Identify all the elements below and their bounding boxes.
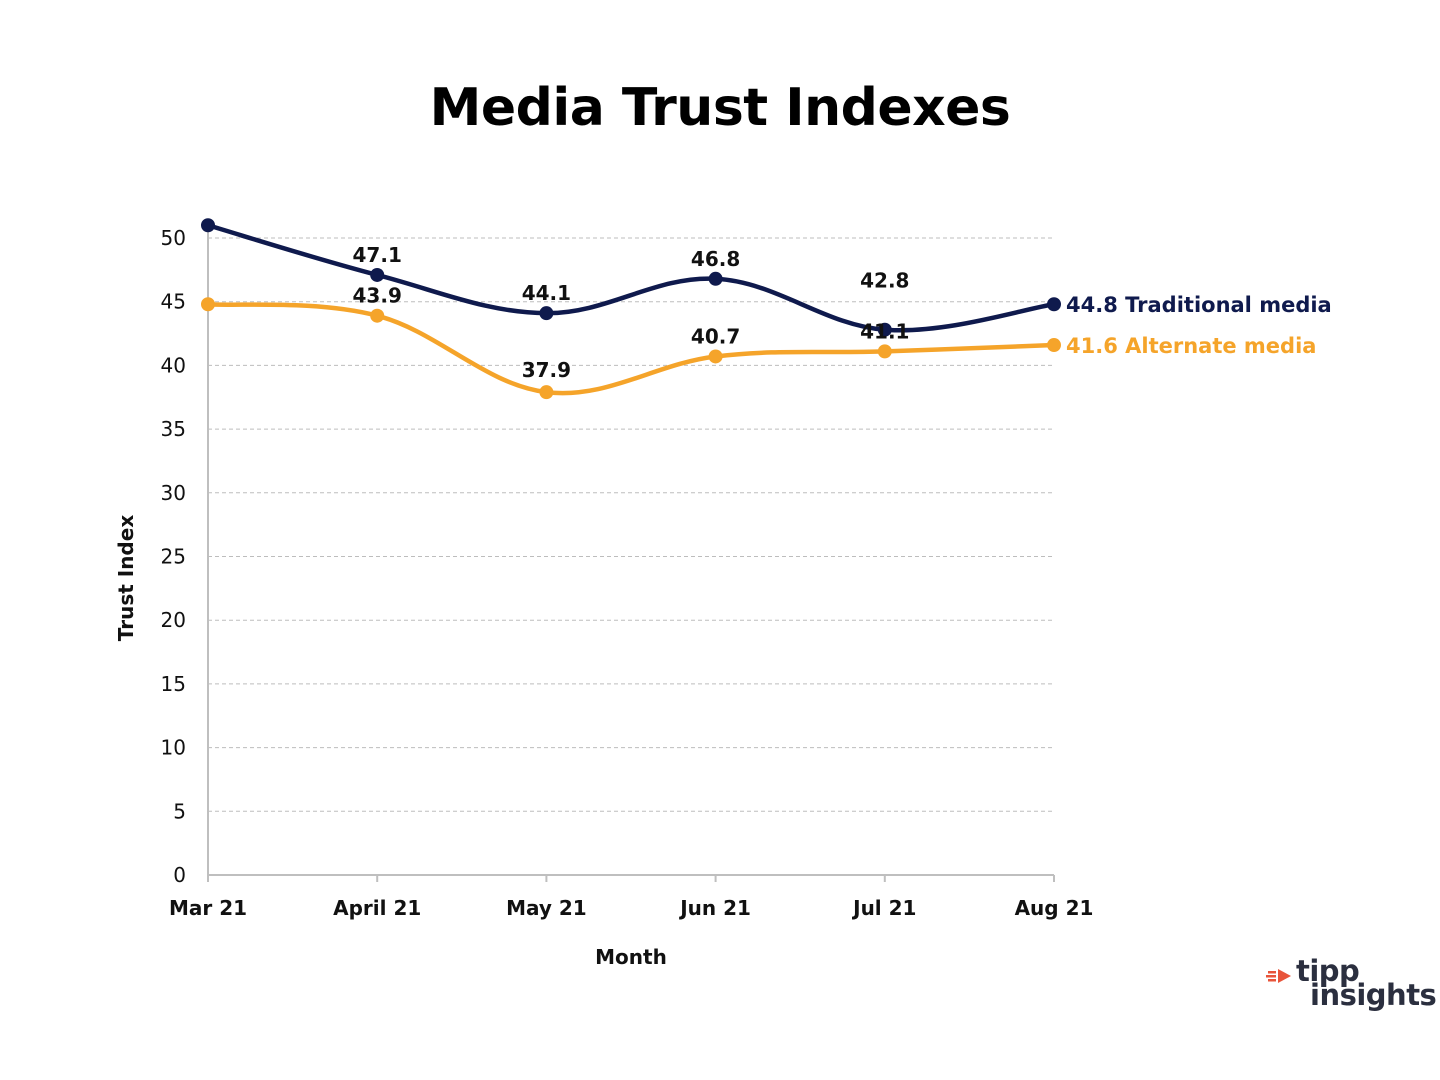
data-label: 42.8 (860, 269, 909, 293)
data-labels: 47.1 44.1 46.8 42.8 44.8 Traditional media 43… (353, 243, 1332, 382)
y-tick-50: 50 (161, 226, 186, 250)
axes (207, 222, 1055, 882)
data-point (877, 344, 892, 359)
data-label: 46.8 (691, 247, 740, 271)
y-tick-40: 40 (161, 353, 186, 377)
data-point (708, 271, 723, 286)
x-tick-labels: Mar 21 April 21 May 21 Jun 21 Jul 21 Aug 21 (169, 896, 1093, 920)
y-tick-45: 45 (161, 290, 186, 314)
data-point (201, 218, 215, 233)
series-line-alternate-media (205, 301, 1057, 396)
data-point (877, 322, 892, 337)
series-end-label: 41.6 Alternate media (1066, 334, 1316, 358)
data-point (708, 349, 723, 364)
data-label: 47.1 (353, 243, 402, 267)
data-point (370, 308, 385, 323)
data-point (370, 267, 385, 282)
series-line-traditional-media (205, 223, 1057, 333)
y-tick-5: 5 (173, 799, 186, 823)
data-point (201, 297, 215, 312)
y-tick-35: 35 (161, 417, 186, 441)
data-point (1047, 297, 1061, 312)
gridlines (208, 237, 1054, 812)
chart-title: Media Trust Indexes (429, 78, 1011, 138)
tipp-insights-logo: tipp insights (1266, 954, 1437, 1022)
x-tick-label: April 21 (333, 896, 421, 920)
y-tick-labels: 0 5 10 15 20 25 30 35 40 45 50 (161, 226, 186, 887)
y-axis-label: Trust Index (114, 515, 138, 642)
x-axis-label: Month (595, 945, 667, 969)
data-point (539, 306, 554, 321)
y-tick-30: 30 (161, 481, 186, 505)
y-tick-25: 25 (161, 545, 186, 569)
x-tick-label: Jun 21 (678, 896, 751, 920)
data-label: 43.9 (353, 284, 402, 308)
x-tick-label: May 21 (506, 896, 587, 920)
logo-text-insights: insights (1310, 978, 1437, 1012)
series-lines (201, 218, 1061, 400)
y-tick-0: 0 (173, 863, 186, 887)
data-label: 44.1 (522, 281, 571, 305)
data-point (539, 385, 554, 400)
data-label: 40.7 (691, 324, 740, 348)
logo-text-tipp: tipp (1296, 954, 1360, 988)
data-label: 37.9 (522, 358, 571, 382)
data-point (1047, 338, 1061, 353)
x-tick-label: Jul 21 (851, 896, 916, 920)
data-label: 41.1 (860, 319, 909, 343)
y-tick-15: 15 (161, 672, 186, 696)
x-tick-label: Mar 21 (169, 896, 247, 920)
series-end-label: 44.8 Traditional media (1066, 293, 1332, 317)
y-tick-10: 10 (161, 736, 186, 760)
x-tick-label: Aug 21 (1015, 896, 1094, 920)
y-tick-20: 20 (161, 608, 186, 632)
logo-signal-icon (1266, 969, 1291, 983)
